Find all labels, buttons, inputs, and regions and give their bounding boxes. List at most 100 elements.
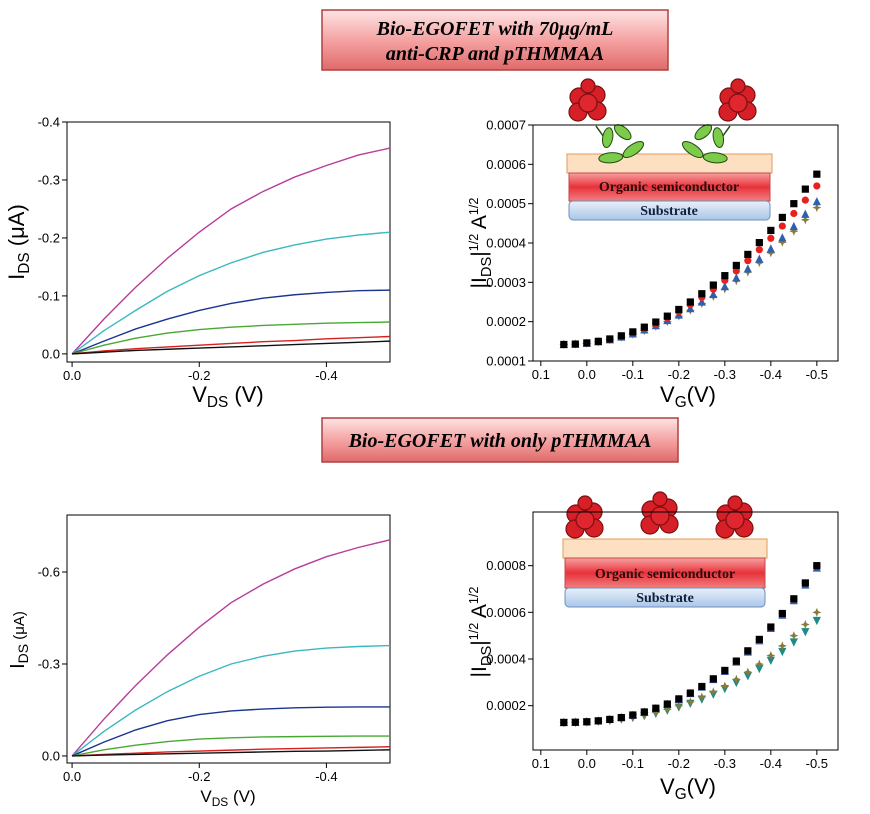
marker [813,171,820,178]
figure: Bio-EGOFET with 70μg/mL anti-CRP and pTH… [0,0,870,814]
marker [664,313,671,320]
marker [710,281,717,288]
marker [813,197,821,205]
x-tick-label: 0.0 [63,769,81,784]
x-axis-label-part: (V) [228,787,255,806]
marker [790,200,797,207]
marker [756,636,763,643]
marker [744,257,751,264]
marker [744,264,752,272]
marker [720,682,729,691]
banner-line: anti-CRP and pTHMMAA [386,43,604,65]
marker [790,595,797,602]
x-tick-label: 0.1 [532,756,550,771]
y-axis-label: IDS (μA) [4,204,33,280]
y-tick-label: -0.1 [38,288,60,303]
marker [744,251,751,258]
marker [606,716,613,723]
y-axis-label-part: (μA) [4,204,29,252]
marker [629,711,636,718]
x-tick-label: -0.5 [806,367,828,382]
y-tick-label: 0.0002 [486,314,526,329]
x-tick-label: -0.4 [760,756,782,771]
y-axis-label-part: (μA) [11,611,28,644]
x-axis-label-part: (V) [687,382,716,407]
marker [812,608,821,617]
marker [779,222,786,229]
y-tick-label: 0.0006 [486,605,526,620]
x-tick-label: -0.1 [622,756,644,771]
plot-frame [67,122,390,362]
banner-line: Bio-EGOFET with only pTHMMAA [348,430,652,452]
x-tick-label: 0.1 [532,367,550,382]
x-tick-label: -0.2 [668,367,690,382]
y-axis-label-part: DS [15,644,31,663]
y-axis-label-part: 1/2 [467,587,481,605]
marker [687,689,694,696]
marker [675,695,682,702]
y-axis-label-part: 1/2 [467,234,481,252]
x-tick-label: -0.4 [315,368,337,383]
marker [790,210,797,217]
layer-label: Substrate [636,591,694,606]
x-axis-label: VDS (V) [192,382,264,411]
x-tick-label: -0.4 [315,769,337,784]
marker [733,262,740,269]
banner: Bio-EGOFET with only pTHMMAA [322,418,678,462]
curve [72,290,390,354]
y-tick-label: 0.0 [42,748,60,763]
marker [641,708,648,715]
x-axis-label: VDS (V) [200,787,255,809]
y-tick-label: -0.6 [38,565,60,580]
y-tick-label: 0.0007 [486,118,526,133]
y-axis-label-part: DS [16,252,33,273]
x-axis-label-part: V [660,774,675,799]
marker [755,660,764,669]
marker [606,335,613,342]
y-tick-label: 0.0006 [486,157,526,172]
marker [710,675,717,682]
marker [641,324,648,331]
marker [595,717,602,724]
y-tick-label: 0.0001 [486,354,526,369]
marker [778,233,786,241]
marker [801,628,809,636]
x-axis-label-part: V [192,382,207,407]
x-tick-label: 0.0 [63,368,81,383]
layer-label: Organic semiconductor [595,567,735,582]
marker [572,719,579,726]
y-axis-label-part: DS [479,257,495,278]
marker [767,235,774,242]
marker [686,697,695,706]
marker [802,197,809,204]
marker [779,610,786,617]
y-tick-label: 0.0 [42,346,60,361]
marker [779,214,786,221]
y-axis-label-part: |I [468,277,491,288]
x-axis-label-part: V [200,787,212,806]
x-axis-label: VG(V) [660,774,716,803]
marker [744,647,751,654]
x-tick-label: 0.0 [578,756,596,771]
x-axis-label-part: (V) [228,382,263,407]
device-inset: Organic semiconductor Substrate [567,79,772,220]
x-axis-label: VG(V) [660,382,716,411]
marker [756,246,763,253]
marker [687,298,694,305]
marker [664,700,671,707]
curve [72,707,390,756]
banner: Bio-EGOFET with 70μg/mL anti-CRP and pTH… [322,10,668,70]
layer-label: Organic semiconductor [599,180,739,195]
marker [802,579,809,586]
y-axis-label-part: 1/2 [467,198,481,216]
y-axis-label-part: 1/2 [467,623,481,641]
x-axis-label-part: G [675,394,687,411]
y-axis-label-part: DS [479,646,495,667]
marker [767,623,774,630]
marker [618,332,625,339]
x-tick-label: -0.3 [714,367,736,382]
x-tick-label: -0.4 [760,367,782,382]
marker [697,693,706,702]
y-tick-label: 0.0004 [486,236,526,251]
y-tick-label: -0.2 [38,230,60,245]
